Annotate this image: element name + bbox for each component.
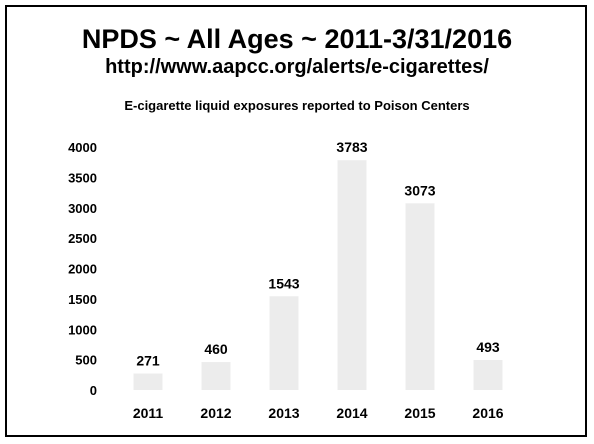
bar [133,373,163,390]
bar [405,203,435,390]
data-label: 271 [136,353,160,369]
x-tick-label: 2013 [268,405,299,421]
data-label: 460 [204,341,228,357]
y-tick-label: 0 [90,383,97,398]
y-tick-label: 1500 [68,292,97,307]
slide-title: NPDS ~ All Ages ~ 2011-3/31/2016 [81,24,513,54]
bar [201,362,231,390]
y-tick-label: 2500 [68,231,97,246]
x-tick-label: 2015 [404,405,435,421]
bar [337,160,367,390]
y-tick-label: 1000 [68,322,97,337]
bar [473,360,503,390]
y-tick-label: 4000 [68,140,97,155]
bar [269,296,299,390]
x-tick-label: 2014 [336,405,367,421]
data-label: 1543 [268,275,299,291]
x-tick-label: 2011 [133,405,164,421]
y-tick-label: 3500 [68,170,97,185]
y-tick-label: 2000 [68,262,97,277]
x-tick-label: 2012 [200,405,231,421]
x-tick-label: 2016 [472,405,503,421]
y-tick-label: 3000 [68,201,97,216]
chart-title: E-cigarette liquid exposures reported to… [124,98,470,113]
source-url: http://www.aapcc.org/alerts/e-cigarettes… [105,56,489,78]
data-label: 3783 [336,139,367,155]
data-label: 3073 [404,182,435,198]
y-tick-label: 500 [75,353,97,368]
data-label: 493 [476,339,500,355]
